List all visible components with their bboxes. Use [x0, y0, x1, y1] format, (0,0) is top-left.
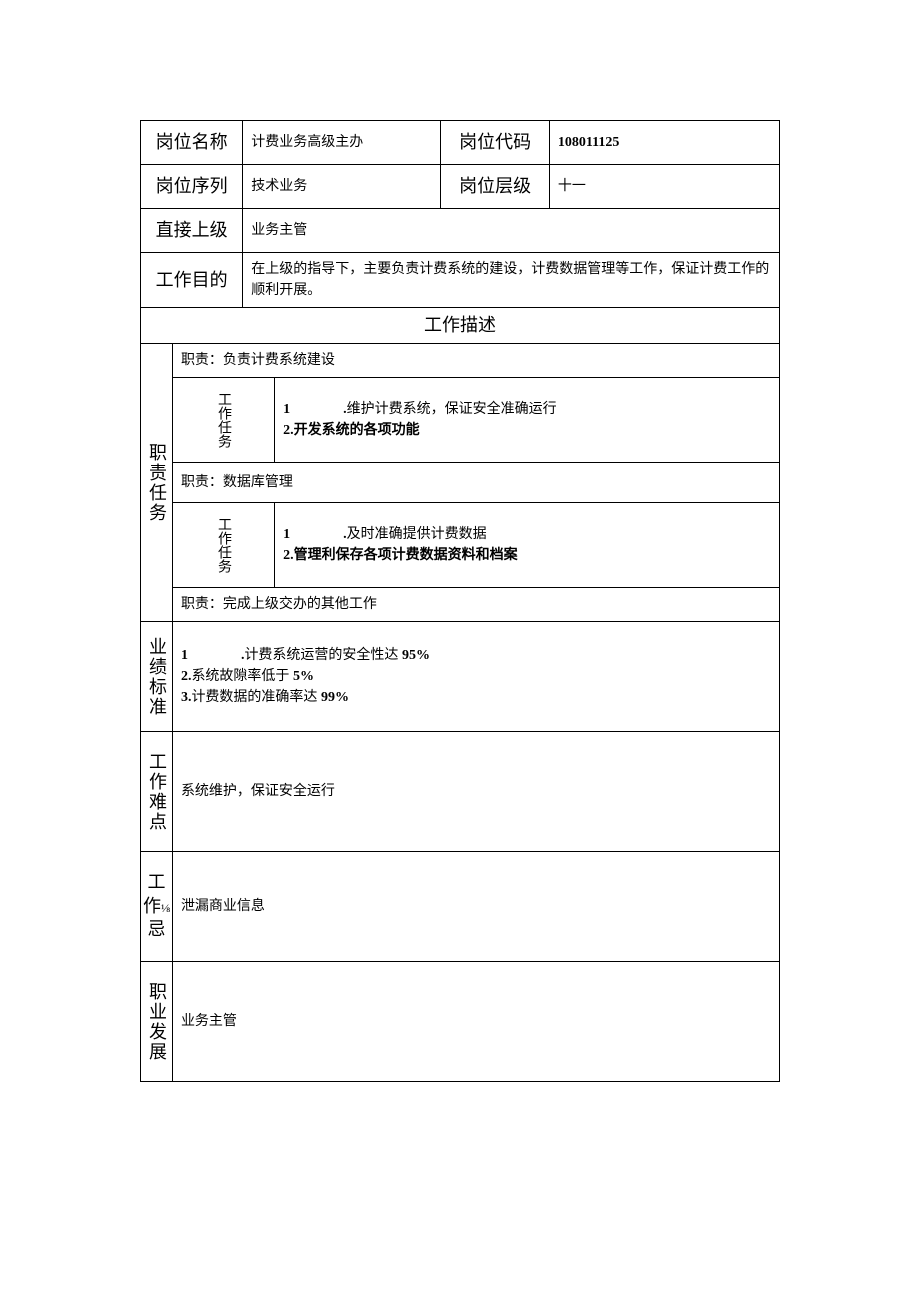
direct-superior-label: 直接上级	[141, 209, 243, 253]
work-description-title: 工作描述	[141, 308, 780, 344]
perf-item2-prefix: 2.	[181, 669, 192, 684]
position-name-value: 计费业务高级主办	[243, 121, 441, 165]
perf-item3-text: 计费数据的准确率达	[191, 690, 317, 705]
taboo-value: 泄漏商业信息	[172, 852, 779, 962]
perf-item1-num: 1	[181, 645, 241, 666]
duties-side-label: 职责任务	[141, 344, 173, 622]
duty-1-title: 职责：负责计费系统建设	[172, 344, 779, 378]
position-level-value: 十一	[549, 165, 779, 209]
taboo-word: 作	[143, 896, 161, 916]
taboo-bottom: 忌	[141, 918, 172, 941]
work-goal-label: 工作目的	[141, 253, 243, 308]
position-series-value: 技术业务	[243, 165, 441, 209]
d2-item2: 2.管理利保存各项计费数据资料和档案	[283, 545, 771, 566]
job-description-table: 岗位名称 计费业务高级主办 岗位代码 108011125 岗位序列 技术业务 岗…	[140, 120, 780, 1082]
perf-item3-prefix: 3.	[181, 690, 192, 705]
task-sub-label-2: 工作任务	[172, 503, 274, 588]
duty-2-tasks: 1.及时准确提供计费数据 2.管理利保存各项计费数据资料和档案	[275, 503, 780, 588]
performance-content: 1.计费系统运营的安全性达 95% 2.系统故隙率低于 5% 3.计费数据的准确…	[172, 622, 779, 732]
career-side-label: 职业发展	[141, 962, 173, 1082]
performance-side-label: 业绩标准	[141, 622, 173, 732]
perf-item2-bold: 5%	[293, 669, 314, 684]
direct-superior-value: 业务主管	[243, 209, 780, 253]
career-value: 业务主管	[172, 962, 779, 1082]
task-sub-label-1: 工作任务	[172, 378, 274, 463]
position-code-label: 岗位代码	[441, 121, 550, 165]
taboo-top: 工	[141, 871, 172, 894]
position-name-label: 岗位名称	[141, 121, 243, 165]
duty-3-title: 职责：完成上级交办的其他工作	[172, 588, 779, 622]
perf-item2-text: 系统故隙率低于	[191, 669, 289, 684]
position-level-label: 岗位层级	[441, 165, 550, 209]
work-goal-value: 在上级的指导下，主要负责计费系统的建设，计费数据管理等工作，保证计费工作的顺利开…	[243, 253, 780, 308]
position-code-value: 108011125	[549, 121, 779, 165]
perf-item1-bold: 95%	[402, 648, 430, 663]
perf-item3-bold: 99%	[321, 690, 349, 705]
d2-item1-num: 1	[283, 524, 343, 545]
duty-1-tasks: 1.维护计费系统，保证安全准确运行 2.开发系统的各项功能	[275, 378, 780, 463]
d1-item2: 2.开发系统的各项功能	[283, 420, 771, 441]
d1-item1-num: 1	[283, 399, 343, 420]
d2-item1-text: 及时准确提供计费数据	[347, 527, 487, 542]
position-series-label: 岗位序列	[141, 165, 243, 209]
duty-2-title: 职责：数据库管理	[172, 463, 779, 503]
difficulty-value: 系统维护，保证安全运行	[172, 732, 779, 852]
d1-item1-text: 维护计费系统，保证安全准确运行	[347, 402, 557, 417]
difficulty-side-label: 工作难点	[141, 732, 173, 852]
taboo-side-label: 工 作⅛ 忌	[141, 852, 173, 962]
taboo-marker: ⅛	[161, 901, 170, 915]
perf-item1-text: 计费系统运营的安全性达	[244, 648, 398, 663]
